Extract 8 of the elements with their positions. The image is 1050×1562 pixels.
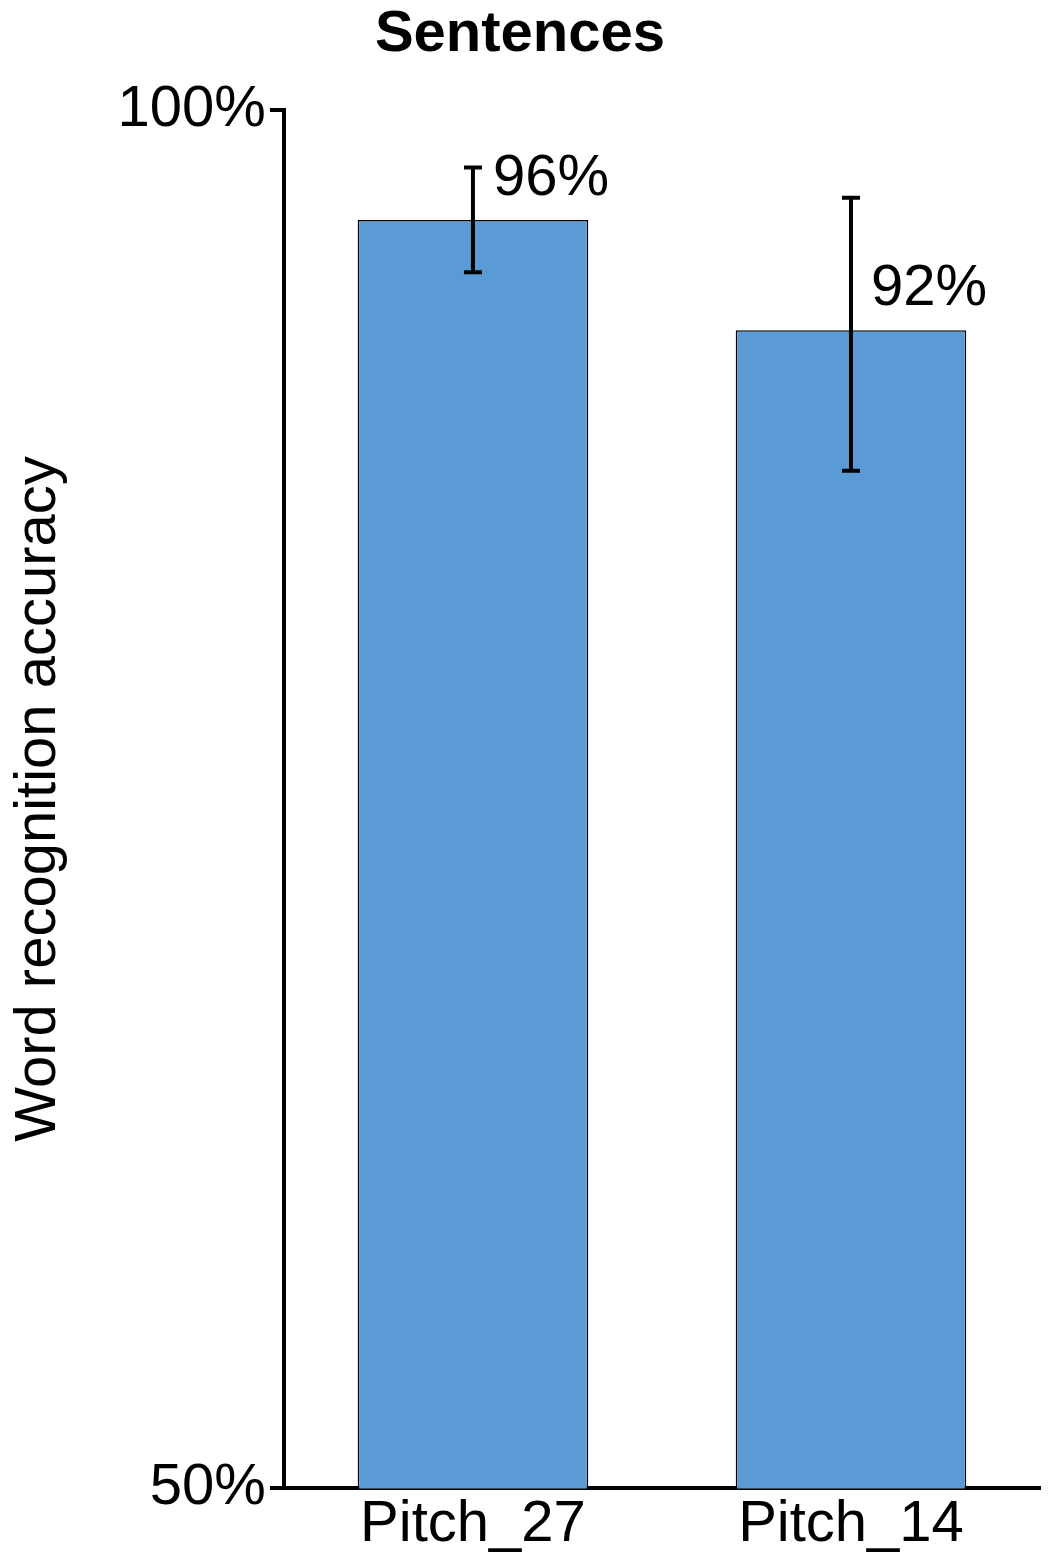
y-tick-label: 100%	[117, 72, 266, 138]
y-axis-title: Word recognition accuracy	[1, 456, 67, 1142]
data-label: 92%	[870, 252, 988, 318]
x-tick-label: Pitch_14	[738, 1488, 964, 1554]
data-label: 96%	[492, 141, 610, 207]
y-tick-label: 50%	[149, 1451, 266, 1517]
x-tick-label: Pitch_27	[360, 1488, 586, 1554]
chart-title: Sentences	[374, 0, 666, 63]
